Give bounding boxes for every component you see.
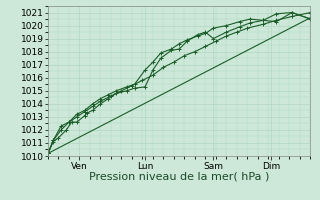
X-axis label: Pression niveau de la mer( hPa ): Pression niveau de la mer( hPa ) (89, 172, 269, 182)
